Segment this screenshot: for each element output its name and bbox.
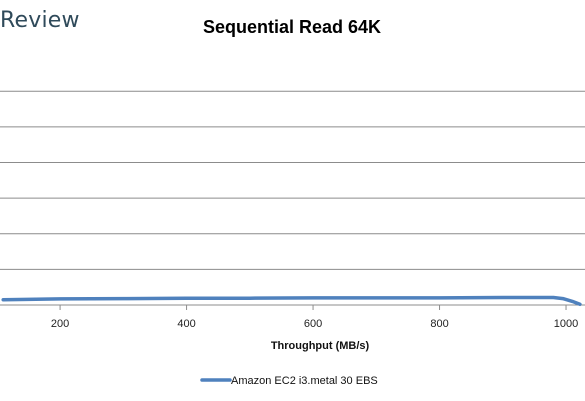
x-tick-label-800: 800 — [430, 318, 448, 330]
x-axis-ticks: 200 400 600 800 1000 — [51, 305, 578, 330]
x-tick-label-1000: 1000 — [554, 318, 578, 330]
x-axis-label: Throughput (MB/s) — [271, 340, 370, 352]
gridlines — [0, 90, 585, 270]
x-tick-label-600: 600 — [304, 318, 322, 330]
legend-label-0: Amazon EC2 i3.metal 30 EBS — [231, 375, 378, 387]
brand-logo: Review — [0, 8, 80, 33]
series-line-0 — [1, 295, 582, 307]
x-tick-label-400: 400 — [177, 318, 195, 330]
x-tick-label-200: 200 — [51, 318, 69, 330]
series-layer — [1, 295, 582, 307]
chart-title: Sequential Read 64K — [203, 17, 381, 37]
legend: Amazon EC2 i3.metal 30 EBS — [200, 375, 378, 387]
